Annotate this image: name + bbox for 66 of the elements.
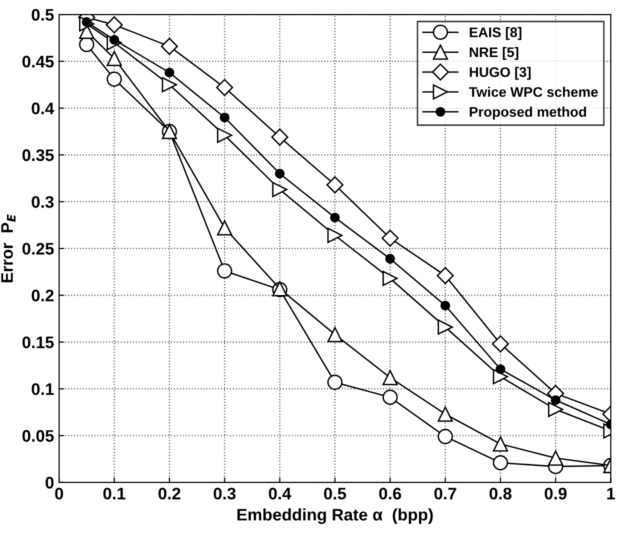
point <box>216 128 232 143</box>
x-tick-label: 0 <box>55 488 64 500</box>
point <box>106 16 123 34</box>
x-tick-label: 0.2 <box>158 488 180 500</box>
point <box>382 230 399 247</box>
x-axis-title: Embedding Rate α (bpp) <box>237 508 433 524</box>
x-tick-label: 0.7 <box>434 488 456 500</box>
point <box>438 428 453 444</box>
y-axis-title: Error P$_{E}$ <box>1 214 16 282</box>
y-tick-label: 0.1 <box>32 383 54 396</box>
y-tick-label: 0 <box>46 476 54 489</box>
y-tick-label: 0.3 <box>32 196 54 208</box>
y-tick-label: 0.15 <box>22 336 54 348</box>
y-tick-label: 0.05 <box>22 430 54 442</box>
point <box>274 168 285 178</box>
point <box>492 369 508 384</box>
x-tick-label: 1 <box>607 488 615 500</box>
point <box>492 436 508 452</box>
point <box>382 390 398 405</box>
point <box>548 450 564 466</box>
point <box>327 374 343 390</box>
point <box>160 38 178 55</box>
point <box>326 176 344 194</box>
y-tick-label: 0.4 <box>32 102 54 114</box>
point <box>385 254 395 264</box>
point <box>106 71 122 87</box>
x-tick-label: 0.3 <box>214 488 236 500</box>
point <box>492 335 510 352</box>
point <box>330 212 340 222</box>
point <box>440 300 450 310</box>
y-tick-label: 0.35 <box>22 149 54 162</box>
x-tick-label: 0.5 <box>324 488 346 500</box>
point <box>496 364 506 374</box>
legend-label: EAIS [8] <box>470 27 522 40</box>
point <box>382 370 398 386</box>
x-tick-label: 0.1 <box>103 488 126 500</box>
point <box>164 68 174 78</box>
y-tick-label: 0.45 <box>22 56 54 68</box>
point <box>272 182 288 198</box>
point <box>327 326 343 342</box>
y-tick-label: 0.2 <box>32 290 54 302</box>
point <box>106 50 122 66</box>
x-tick-label: 0.8 <box>490 488 512 500</box>
point <box>271 128 288 146</box>
point <box>220 112 230 122</box>
x-tick-label: 0.9 <box>544 488 567 500</box>
point <box>438 406 453 422</box>
y-tick-label: 0.25 <box>22 242 54 255</box>
point <box>216 220 232 236</box>
point <box>492 455 508 470</box>
point <box>327 228 343 244</box>
x-tick-label: 0.4 <box>268 488 292 500</box>
legend-label: Twice WPC scheme <box>469 86 598 97</box>
point <box>550 395 560 405</box>
y-tick-label: 0.5 <box>32 8 54 21</box>
x-tick-label: 0.6 <box>379 488 402 500</box>
point <box>436 267 454 284</box>
point <box>548 402 564 418</box>
point <box>438 319 453 335</box>
point <box>162 77 178 92</box>
legend-label: NRE [5] <box>470 46 518 60</box>
point <box>216 263 232 279</box>
legend-label: Proposed method <box>470 106 586 120</box>
legend-label: HUGO [3] <box>470 66 531 80</box>
point <box>216 78 234 96</box>
point <box>382 270 398 286</box>
